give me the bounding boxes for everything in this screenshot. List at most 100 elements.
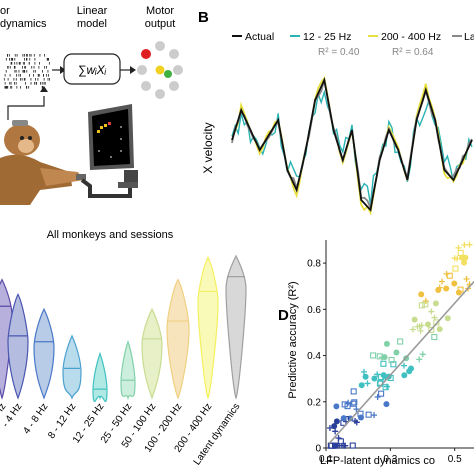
scatter-point xyxy=(397,338,404,345)
scatter-point xyxy=(422,298,429,305)
scatter-point xyxy=(461,241,468,248)
scatter-point xyxy=(435,287,442,294)
model-label-line2: model xyxy=(77,18,107,30)
scatter-point xyxy=(432,300,439,307)
input-label-line2: dynamics xyxy=(0,18,47,30)
scatter-point xyxy=(416,356,423,363)
scatter-point xyxy=(350,388,357,395)
arrow-head-icon xyxy=(130,66,136,74)
scatter-point xyxy=(350,400,357,407)
y-tick-label: 0.6 xyxy=(307,305,321,316)
output-label-line2: output xyxy=(145,18,176,30)
scatter-point xyxy=(342,442,349,449)
scatter-point xyxy=(360,368,367,375)
scatter-point xyxy=(428,308,435,315)
panel-b-letter: B xyxy=(198,9,209,26)
scatter-ylabel: Predictive accuracy (R²) xyxy=(287,281,299,398)
scatter-point xyxy=(357,414,364,421)
scatter-point xyxy=(393,349,400,356)
regression-line xyxy=(328,281,474,444)
panel-b-ylabel: X velocity xyxy=(201,122,215,173)
scatter-point xyxy=(383,340,390,347)
scatter-point xyxy=(459,254,466,261)
scatter-xlabel: LFP-latent dynamics co xyxy=(320,455,435,467)
scatter-point xyxy=(451,280,458,287)
scatter-point xyxy=(419,351,426,358)
scatter-point xyxy=(466,241,473,248)
violin-shape xyxy=(0,278,13,400)
scatter-point xyxy=(341,401,348,408)
velocity-trace xyxy=(231,75,473,216)
scatter-point xyxy=(332,428,339,435)
scatter-point xyxy=(362,373,369,380)
model-formula: ∑wᵢXᵢ xyxy=(78,63,107,77)
violin-shape xyxy=(225,254,247,400)
scatter-point xyxy=(364,380,371,387)
scatter-point xyxy=(443,285,450,292)
model-box xyxy=(63,53,121,85)
y-tick-label: 0.4 xyxy=(307,351,321,362)
scatter-point xyxy=(454,255,461,262)
legend: Actual 12 - 25 Hz 200 - 400 Hz La xyxy=(232,31,474,43)
violin-shape xyxy=(197,256,219,400)
panel-b: B Actual 12 - 25 Hz 200 - 400 Hz La R² =… xyxy=(198,9,474,216)
scatter-point xyxy=(381,354,388,361)
scatter-point xyxy=(463,276,470,283)
scatter-point xyxy=(352,418,359,425)
scatter-point xyxy=(331,442,339,449)
scatter-point xyxy=(401,362,408,369)
scatter-point xyxy=(409,326,416,333)
monitor-icon xyxy=(88,104,134,170)
input-label-line1: or xyxy=(0,5,10,17)
legend-label-actual: Actual xyxy=(245,31,274,43)
scatter-point xyxy=(418,302,425,309)
scatter-point xyxy=(333,418,340,425)
scatter-point xyxy=(382,384,389,391)
velocity-trace xyxy=(231,89,473,205)
scatter-point xyxy=(358,382,365,389)
arrow-head-icon xyxy=(60,66,66,74)
scatter-point xyxy=(351,399,358,406)
y-tick-label: 0 xyxy=(315,444,321,455)
spike-raster xyxy=(3,54,50,89)
scatter-point xyxy=(457,286,464,293)
scatter-point xyxy=(406,368,413,375)
panel-c: All monkeys and sessions - 4 Hz- 4 Hz4 -… xyxy=(0,229,247,467)
scatter-point xyxy=(380,372,387,379)
scatter-point xyxy=(388,356,395,364)
scatter-point xyxy=(433,319,440,326)
scatter-point xyxy=(436,326,443,333)
violin-shape xyxy=(62,334,82,400)
x-tick-label: 0.3 xyxy=(383,454,397,465)
scatter-point xyxy=(422,301,429,308)
scatter-point xyxy=(328,442,335,449)
violin-title: All monkeys and sessions xyxy=(47,229,174,241)
scatter-point xyxy=(443,270,450,277)
panel-a: or dynamics Linear model ∑wᵢXᵢ Motor out… xyxy=(0,5,183,205)
scatter-point xyxy=(380,360,387,367)
scatter-point xyxy=(461,259,468,266)
scatter-point xyxy=(333,403,340,410)
legend-label-latent: La xyxy=(464,31,474,43)
scatter-point xyxy=(349,442,356,449)
scatter-point xyxy=(374,394,381,400)
violin-shape xyxy=(166,278,190,400)
scatter-point xyxy=(444,315,451,322)
arrow-head-icon xyxy=(40,86,48,92)
output-label-line1: Motor xyxy=(146,5,174,17)
target-dots-icon xyxy=(137,41,183,99)
scatter-point xyxy=(455,244,462,251)
scatter-point xyxy=(418,322,425,329)
r2-12-25: R² = 0.40 xyxy=(318,47,360,58)
scatter-point xyxy=(431,333,438,341)
velocity-trace xyxy=(231,79,473,212)
x-tick-label: 0.5 xyxy=(448,454,462,465)
scatter-plot: 0 0.2 0.4 0.6 0.8 0.1 0.3 0.5 xyxy=(307,240,474,465)
violin-plot xyxy=(0,254,247,403)
scatter-point xyxy=(340,415,347,422)
monkey-illustration xyxy=(0,120,86,205)
model-label-line1: Linear xyxy=(77,5,108,17)
legend-label-200-400: 200 - 400 Hz xyxy=(381,31,441,43)
scatter-point xyxy=(371,412,378,419)
